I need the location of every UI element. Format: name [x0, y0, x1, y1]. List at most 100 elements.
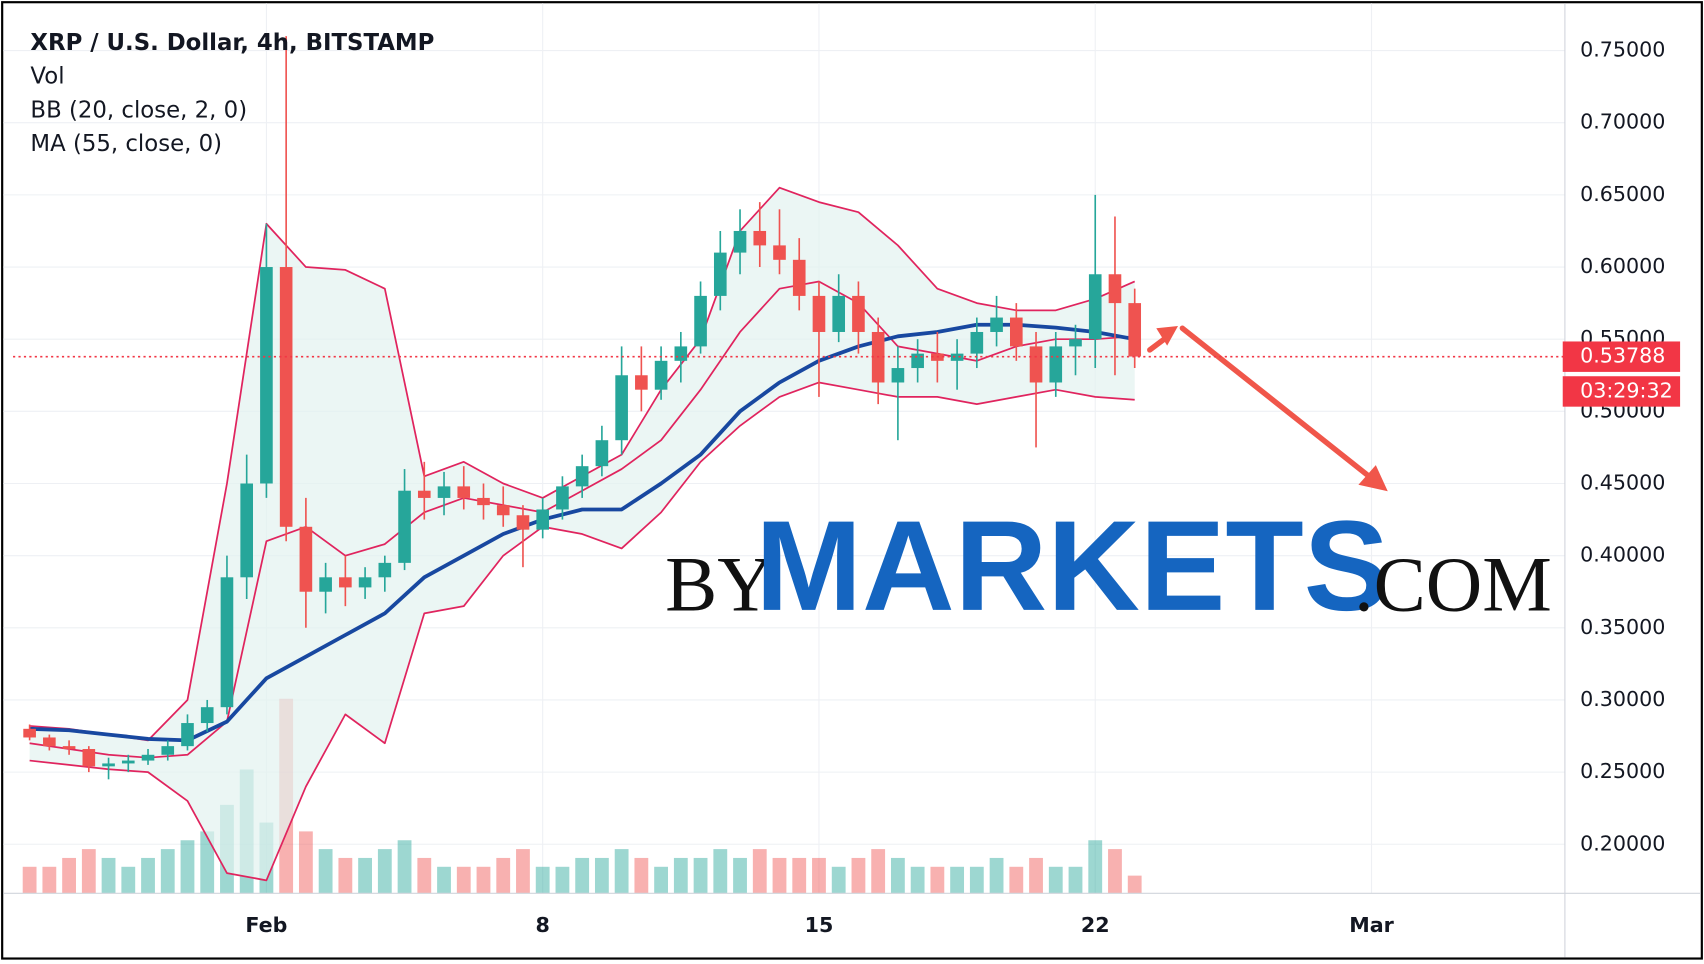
volume-bar — [733, 857, 747, 894]
x-tick-label: Feb — [245, 913, 287, 937]
candle — [1049, 331, 1063, 397]
volume-bar — [693, 857, 708, 894]
volume-bar — [752, 849, 767, 894]
candle-body — [812, 295, 826, 332]
candle — [417, 461, 431, 520]
candle-body — [516, 515, 530, 530]
candle — [260, 223, 273, 498]
candle — [990, 295, 1003, 347]
candle-body — [82, 749, 96, 767]
volume-bar — [456, 866, 471, 894]
volume-bar — [594, 857, 609, 894]
candle — [713, 230, 727, 311]
candle — [1009, 303, 1023, 361]
volume-bar — [338, 857, 353, 894]
candle — [556, 476, 569, 520]
watermark-prefix: BY — [665, 540, 774, 627]
candle — [832, 274, 846, 343]
candle — [477, 483, 490, 520]
candle-body — [299, 526, 313, 592]
y-tick-label: 0.60000 — [1580, 254, 1665, 278]
candle-body — [102, 763, 115, 767]
y-tick-label: 0.25000 — [1580, 759, 1665, 783]
volume-bar — [1127, 875, 1142, 894]
candle-body — [970, 331, 984, 354]
indicator-label: MA (55, close, 0) — [30, 131, 222, 157]
volume-bar — [1029, 857, 1043, 894]
volume-bar — [101, 857, 116, 894]
candle — [62, 740, 76, 755]
volume-bar — [437, 866, 451, 894]
candle-body — [319, 577, 332, 592]
volume-bar — [575, 857, 590, 894]
candle — [694, 281, 707, 354]
bb-lower — [29, 381, 1135, 882]
volume-bar — [871, 849, 886, 894]
candle — [141, 749, 155, 765]
volume-bar — [1068, 866, 1083, 894]
volume-bar — [298, 831, 313, 894]
axes: 0.20000 0.25000 0.30000 0.35000 0.40000 0.450… — [3, 3, 1701, 958]
volume-bar — [535, 866, 550, 894]
y-tick-label: 0.20000 — [1580, 831, 1665, 855]
candle — [536, 497, 550, 539]
volume-bar — [1108, 849, 1122, 894]
ma-line — [29, 322, 1136, 743]
candle — [1088, 194, 1102, 369]
volume-bar — [950, 866, 965, 894]
candle-body — [615, 375, 628, 441]
candle-body — [990, 317, 1003, 332]
candle-body — [852, 295, 865, 332]
candle-body — [713, 252, 727, 296]
volume-bar — [160, 849, 175, 894]
candle-body — [1029, 346, 1043, 383]
volume-bar — [555, 866, 570, 894]
candle — [121, 754, 135, 773]
candle-body — [181, 723, 194, 747]
volume-bar — [772, 857, 787, 894]
candle — [753, 202, 767, 268]
candle — [615, 346, 628, 455]
candle-body — [1009, 317, 1023, 347]
candle-body — [161, 746, 175, 755]
candle-body — [220, 577, 234, 708]
volume-bar — [516, 849, 530, 894]
volume-bar — [910, 866, 925, 894]
countdown-label: 03:29:32 — [1580, 378, 1673, 402]
candle-body — [477, 497, 490, 506]
y-tick-label: 0.35000 — [1580, 615, 1665, 639]
candle-body — [792, 259, 806, 296]
candle-body — [358, 577, 372, 588]
volume-bar — [890, 857, 905, 894]
y-tick-label: 0.45000 — [1580, 470, 1665, 494]
candle-body — [635, 375, 648, 390]
candle-body — [378, 562, 392, 578]
arrow-down-head — [1358, 465, 1388, 492]
volume-bar — [476, 866, 491, 894]
volume-bar — [1009, 866, 1024, 894]
x-tick-label: 15 — [805, 913, 834, 937]
candle — [43, 734, 56, 751]
candle-body — [950, 353, 964, 361]
candle-body — [911, 353, 924, 369]
candle — [23, 724, 36, 741]
y-tick-label: 0.30000 — [1580, 687, 1665, 711]
last-price-box — [1562, 341, 1681, 372]
candle-body — [575, 466, 589, 487]
candle-body — [339, 577, 352, 588]
candle-body — [1128, 303, 1142, 357]
volume-bar — [397, 840, 412, 894]
watermark-name: MARKETS — [755, 495, 1389, 638]
candle — [654, 346, 668, 400]
candle — [299, 497, 313, 628]
volume-bar — [673, 857, 688, 894]
candle-body — [43, 737, 56, 747]
candle-body — [536, 509, 550, 530]
candle-body — [773, 245, 786, 260]
candle-body — [457, 486, 471, 498]
legend: XRP / U.S. Dollar, 4h, BITSTAMP Vol BB (… — [30, 30, 434, 157]
candle — [970, 317, 984, 369]
volume-bar — [318, 849, 333, 894]
last-price-label: 0.53788 — [1580, 344, 1665, 368]
